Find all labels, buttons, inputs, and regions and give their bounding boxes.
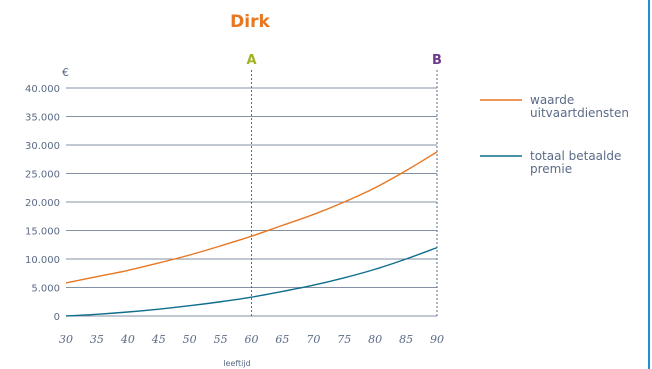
x-tick-label: 55: [214, 333, 228, 346]
x-tick-label: 50: [183, 333, 197, 346]
legend-label: totaal betaalde: [530, 149, 621, 163]
y-axis-unit: €: [62, 66, 69, 79]
x-tick-label: 65: [275, 333, 289, 346]
y-tick-label: 30.000: [25, 141, 60, 152]
series-line-0: [65, 151, 438, 284]
y-tick-label: 40.000: [25, 84, 60, 95]
y-tick-label: 20.000: [25, 198, 60, 209]
y-tick-label: 15.000: [25, 227, 60, 238]
y-tick-label: 25.000: [25, 170, 60, 181]
x-tick-label: 70: [306, 333, 320, 346]
x-tick-label: 35: [90, 333, 104, 346]
y-tick-label: 0: [54, 312, 60, 323]
series-lines: [65, 151, 438, 317]
x-tick-label: 40: [120, 333, 135, 346]
marker-label: B: [432, 53, 442, 68]
y-tick-labels: 0 5.000 10.000 15.000 20.000 25.000 30.000 35.0…: [25, 84, 60, 323]
legend-label: waarde: [530, 93, 574, 107]
x-axis-label: leeftijd: [223, 359, 250, 368]
marker-label: A: [246, 53, 256, 68]
x-tick-label: 80: [368, 333, 382, 346]
y-tick-label: 10.000: [25, 255, 60, 266]
chart-title: Dirk: [230, 12, 270, 32]
x-tick-labels: 30 35 40 45 50 55 60 65 70 75 80 85 90: [59, 333, 444, 346]
legend-label: uitvaartdiensten: [530, 106, 629, 120]
y-tick-label: 5.000: [31, 284, 60, 295]
x-tick-label: 60: [245, 333, 259, 346]
x-tick-label: 90: [430, 333, 444, 346]
series-line-1: [65, 246, 438, 317]
x-tick-label: 85: [399, 333, 413, 346]
x-tick-label: 30: [59, 333, 73, 346]
page-border: [648, 0, 650, 369]
x-tick-label: 75: [337, 333, 351, 346]
y-tick-label: 35.000: [25, 113, 60, 124]
legend-label: premie: [530, 162, 572, 176]
x-tick-label: 45: [151, 333, 166, 346]
